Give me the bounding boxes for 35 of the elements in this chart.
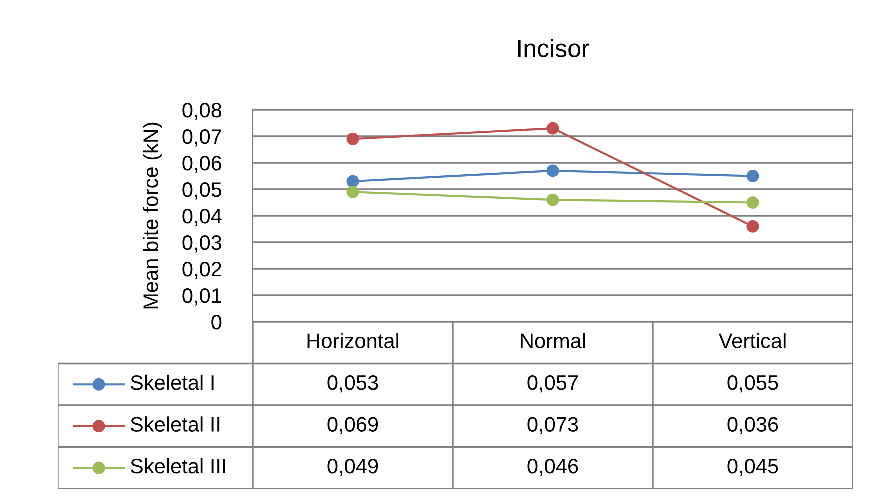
x-tick-label: Normal (521, 333, 586, 348)
data-label: 0,046 (528, 458, 578, 476)
y-tick-label: 0,01 (182, 288, 222, 306)
point (746, 220, 760, 233)
y-tick-label: 0,08 (182, 103, 222, 120)
point (546, 194, 560, 206)
data-label: 0,055 (728, 375, 778, 393)
point (546, 164, 560, 178)
y-tick-label: 0 (212, 315, 222, 330)
point (546, 122, 560, 135)
data-label: 0,036 (728, 417, 778, 434)
legend-label: Skeletal II (130, 416, 220, 432)
point (346, 132, 360, 146)
y-tick-label: 0,06 (182, 156, 222, 174)
point (346, 186, 360, 198)
data-label: 0,073 (528, 417, 578, 434)
chart-title: Incisor (518, 39, 590, 58)
point (746, 196, 760, 209)
y-tick-label: 0,07 (182, 130, 222, 147)
y-tick-label: 0,05 (182, 182, 222, 200)
data-label: 0,053 (328, 375, 378, 393)
legend-label: Skeletal I (130, 374, 214, 390)
data-label: 0,049 (328, 458, 378, 476)
data-label: 0,069 (328, 417, 378, 434)
legend-label: Skeletal III (130, 458, 226, 474)
point (746, 170, 760, 182)
y-tick-label: 0,04 (182, 209, 222, 226)
data-label: 0,045 (728, 458, 778, 476)
y-axis-title: Mean bite force (kN) (143, 122, 162, 309)
point (346, 175, 360, 188)
x-tick-label: Vertical (718, 333, 786, 348)
x-tick-label: Horizontal (308, 333, 399, 348)
y-tick-label: 0,02 (182, 262, 222, 280)
y-tick-label: 0,03 (182, 236, 222, 253)
data-label: 0,057 (528, 375, 578, 393)
